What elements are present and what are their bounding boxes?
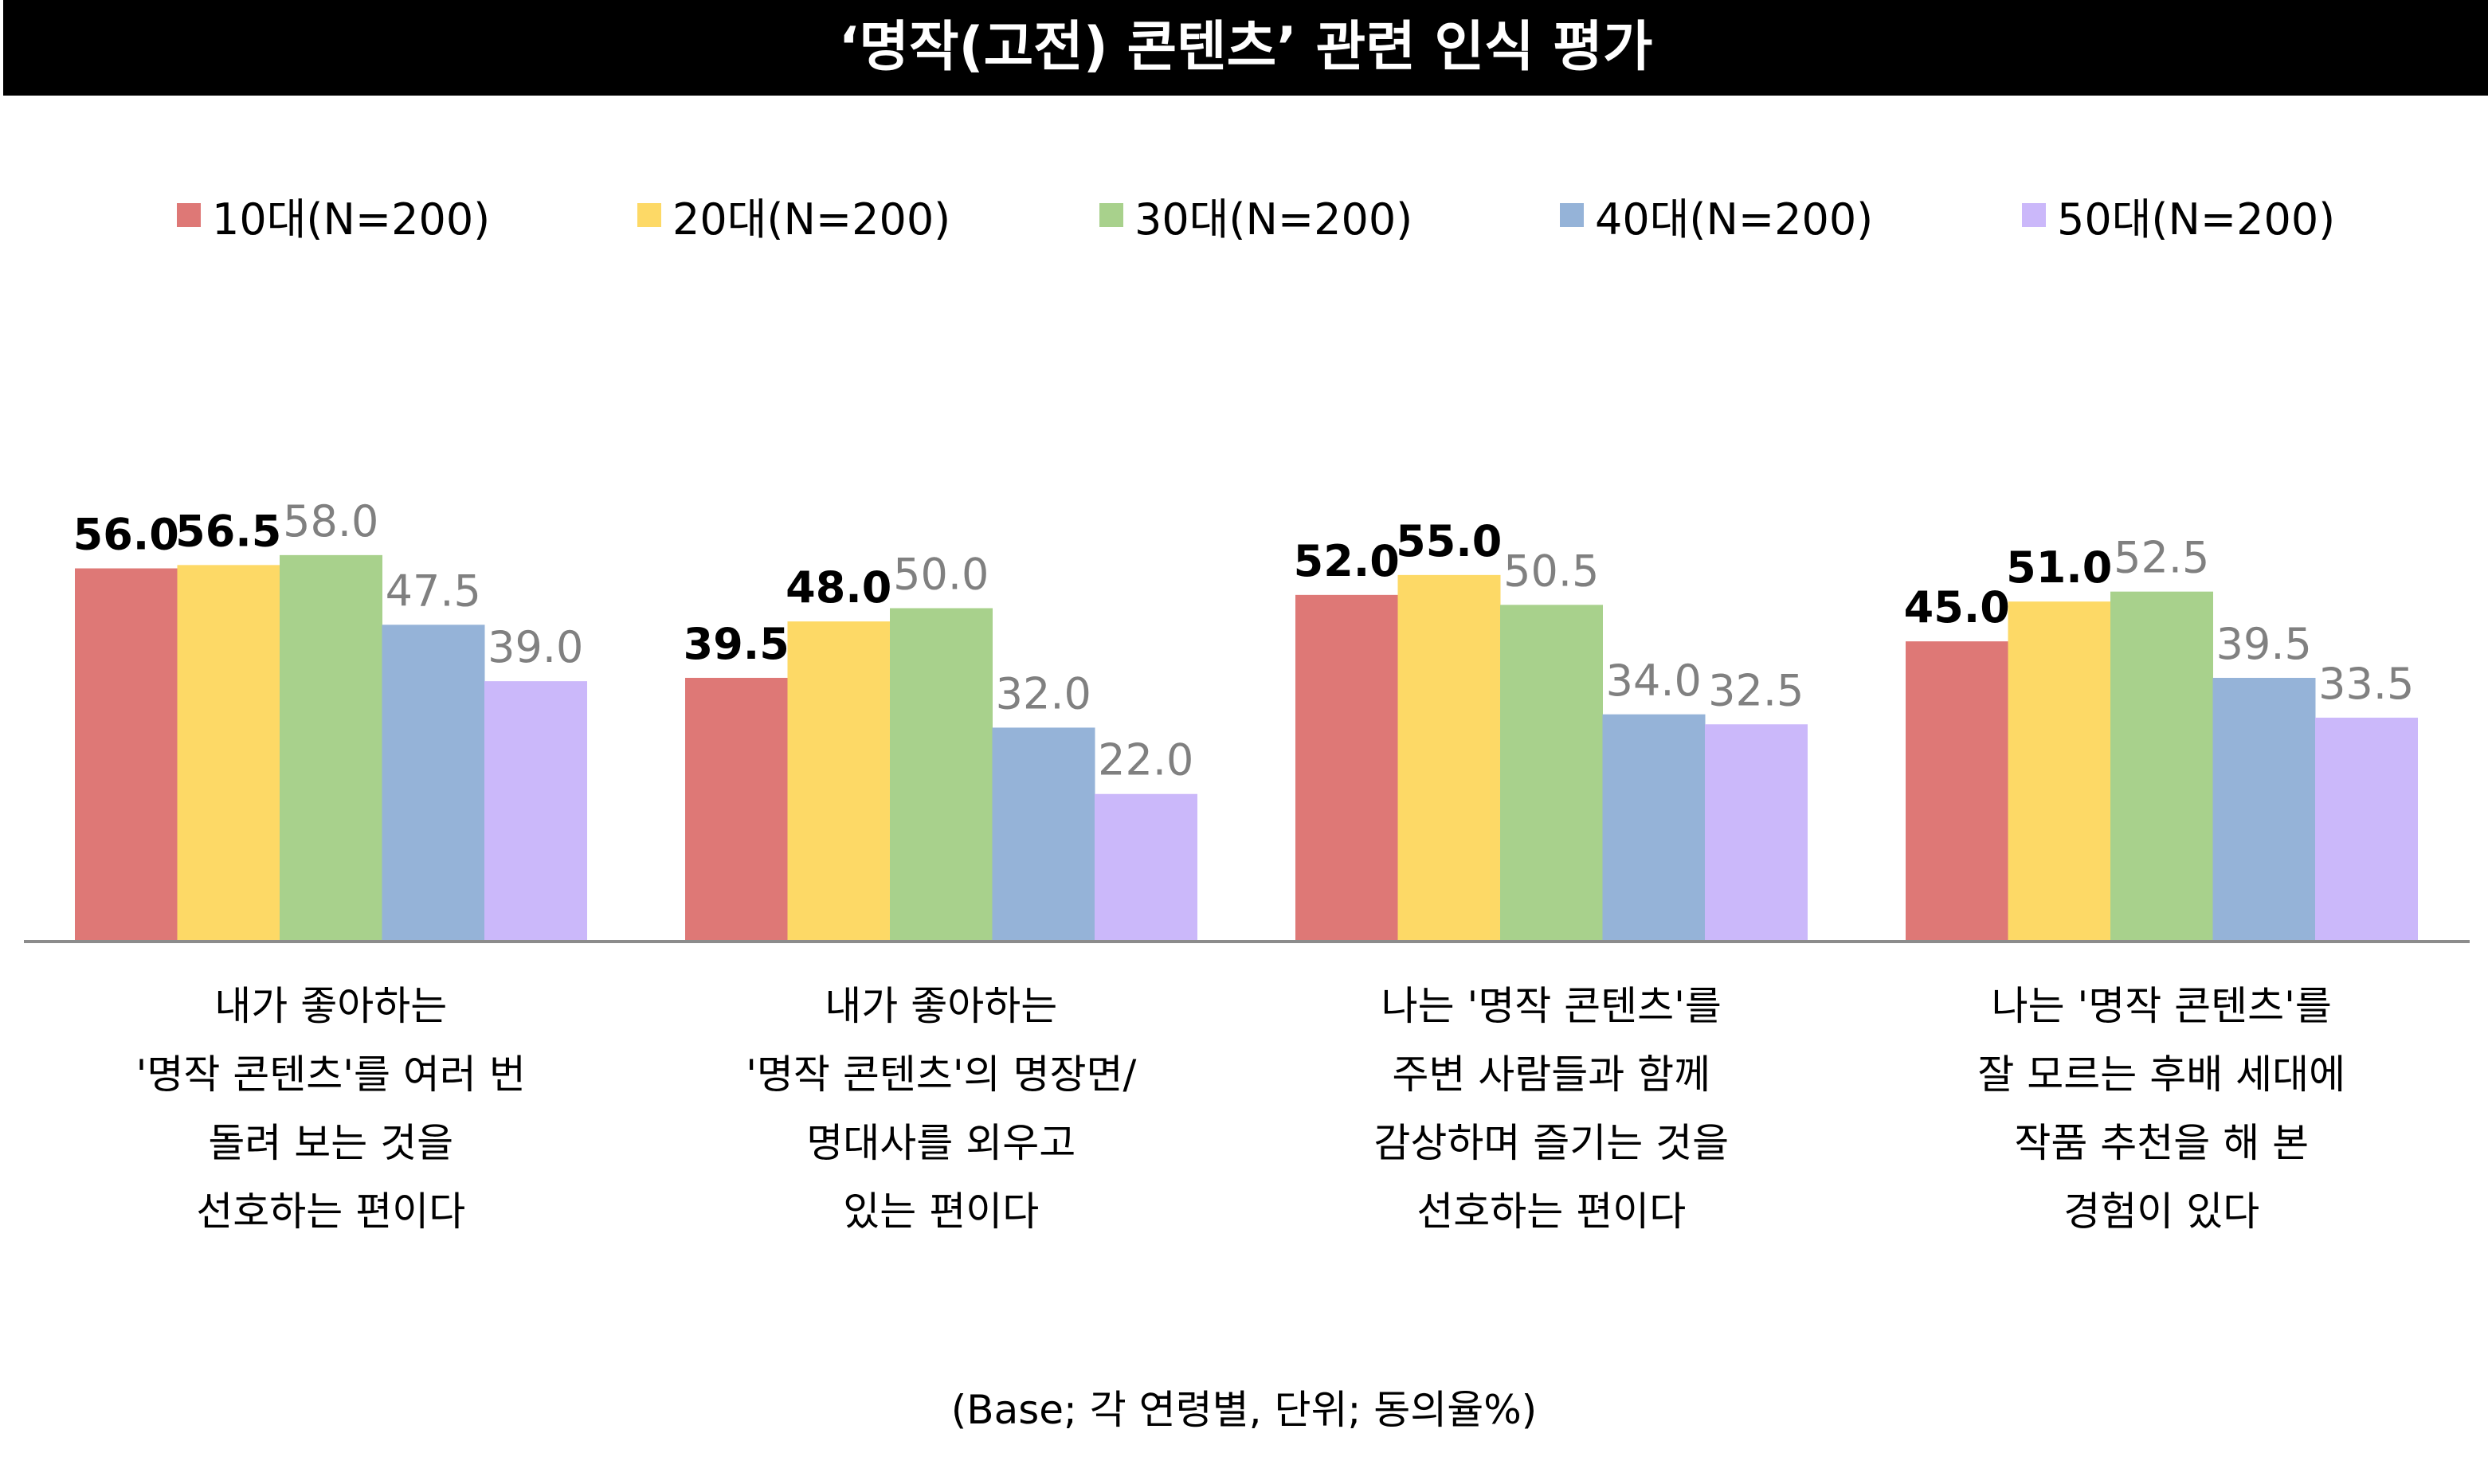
data-label: 34.0	[1606, 656, 1702, 706]
category-label: '명작 콘텐츠'의 명장면/	[746, 1051, 1136, 1098]
bar	[1500, 605, 1603, 940]
bar	[1397, 574, 1501, 940]
data-label: 48.0	[786, 562, 891, 613]
data-label: 55.0	[1396, 516, 1502, 566]
bar	[484, 681, 587, 940]
data-label: 50.5	[1503, 546, 1599, 596]
bar	[1906, 641, 2008, 940]
category-label: 경험이 있다	[2063, 1188, 2259, 1235]
legend-label: 30대(N=200)	[1134, 194, 1413, 245]
bar	[1095, 793, 1197, 940]
bar	[2212, 677, 2316, 940]
legend-item: 40대(N=200)	[1560, 183, 1873, 247]
legend-swatch	[637, 203, 661, 227]
chart-title: ‘명작(고전) 콘텐츠’ 관련 인식 평가	[3, 0, 2488, 96]
legend-swatch	[2022, 203, 2046, 227]
category-label: 선호하는 편이다	[1416, 1188, 1686, 1235]
data-label: 32.0	[996, 668, 1091, 719]
footnote: (Base; 각 연령별, 단위; 동의율%)	[950, 1387, 1538, 1433]
legend-swatch	[1560, 203, 1584, 227]
category-label: 감상하며 즐기는 것을	[1373, 1120, 1729, 1166]
bar	[685, 677, 788, 940]
data-label: 52.5	[2114, 533, 2209, 583]
bar	[992, 727, 1095, 940]
category-label: 있는 편이다	[843, 1188, 1039, 1235]
data-label: 39.5	[2216, 619, 2312, 669]
category-label: 명대사를 외우고	[806, 1120, 1076, 1166]
category-label: '명작 콘텐츠'를 여러 번	[136, 1051, 526, 1098]
legend: 10대(N=200) 20대(N=200) 30대(N=200) 40대(N=200)…	[0, 183, 2488, 247]
bar	[890, 608, 993, 940]
bar	[1602, 714, 1706, 940]
data-label: 39.5	[684, 619, 789, 669]
category-label: 돌려 보는 것을	[208, 1120, 453, 1166]
bar	[2315, 717, 2418, 940]
category-label: 작품 추천을 해 본	[2014, 1120, 2309, 1166]
bar	[1705, 724, 1808, 940]
bar	[280, 554, 382, 940]
data-label: 33.5	[2318, 659, 2414, 709]
category-label: 주변 사람들과 함께	[1392, 1051, 1710, 1098]
bar	[382, 625, 485, 940]
data-label: 56.5	[175, 506, 281, 556]
bar	[2110, 591, 2213, 940]
legend-swatch	[1099, 203, 1123, 227]
data-label: 56.0	[73, 510, 179, 560]
data-label: 22.0	[1098, 735, 1193, 785]
legend-label: 40대(N=200)	[1595, 194, 1874, 245]
legend-item: 20대(N=200)	[637, 183, 950, 247]
bar	[1295, 594, 1398, 940]
legend-label: 50대(N=200)	[2057, 194, 2336, 245]
legend-item: 10대(N=200)	[177, 183, 490, 247]
data-label: 58.0	[283, 496, 378, 546]
bar	[2008, 601, 2111, 940]
legend-item: 50대(N=200)	[2022, 183, 2335, 247]
data-label: 52.0	[1294, 536, 1400, 586]
bar	[75, 568, 178, 940]
data-label: 32.5	[1708, 665, 1804, 715]
legend-item: 30대(N=200)	[1099, 183, 1412, 247]
data-label: 45.0	[1904, 582, 2010, 632]
data-label: 47.5	[386, 566, 481, 616]
category-label: 잘 모르는 후배 세대에	[1977, 1051, 2345, 1098]
category-label: 내가 좋아하는	[214, 983, 447, 1029]
data-label: 39.0	[488, 622, 583, 672]
legend-swatch	[177, 203, 201, 227]
category-label: 나는 '명작 콘텐츠'를	[1381, 983, 1722, 1029]
category-label: 내가 좋아하는	[825, 983, 1057, 1029]
category-label: 선호하는 편이다	[196, 1188, 465, 1235]
data-label: 51.0	[2006, 542, 2112, 593]
category-label: 나는 '명작 콘텐츠'를	[1992, 983, 2332, 1029]
legend-label: 10대(N=200)	[212, 194, 491, 245]
legend-label: 20대(N=200)	[672, 194, 951, 245]
data-label: 50.0	[893, 550, 989, 600]
bar	[177, 565, 280, 940]
bar	[787, 621, 891, 940]
